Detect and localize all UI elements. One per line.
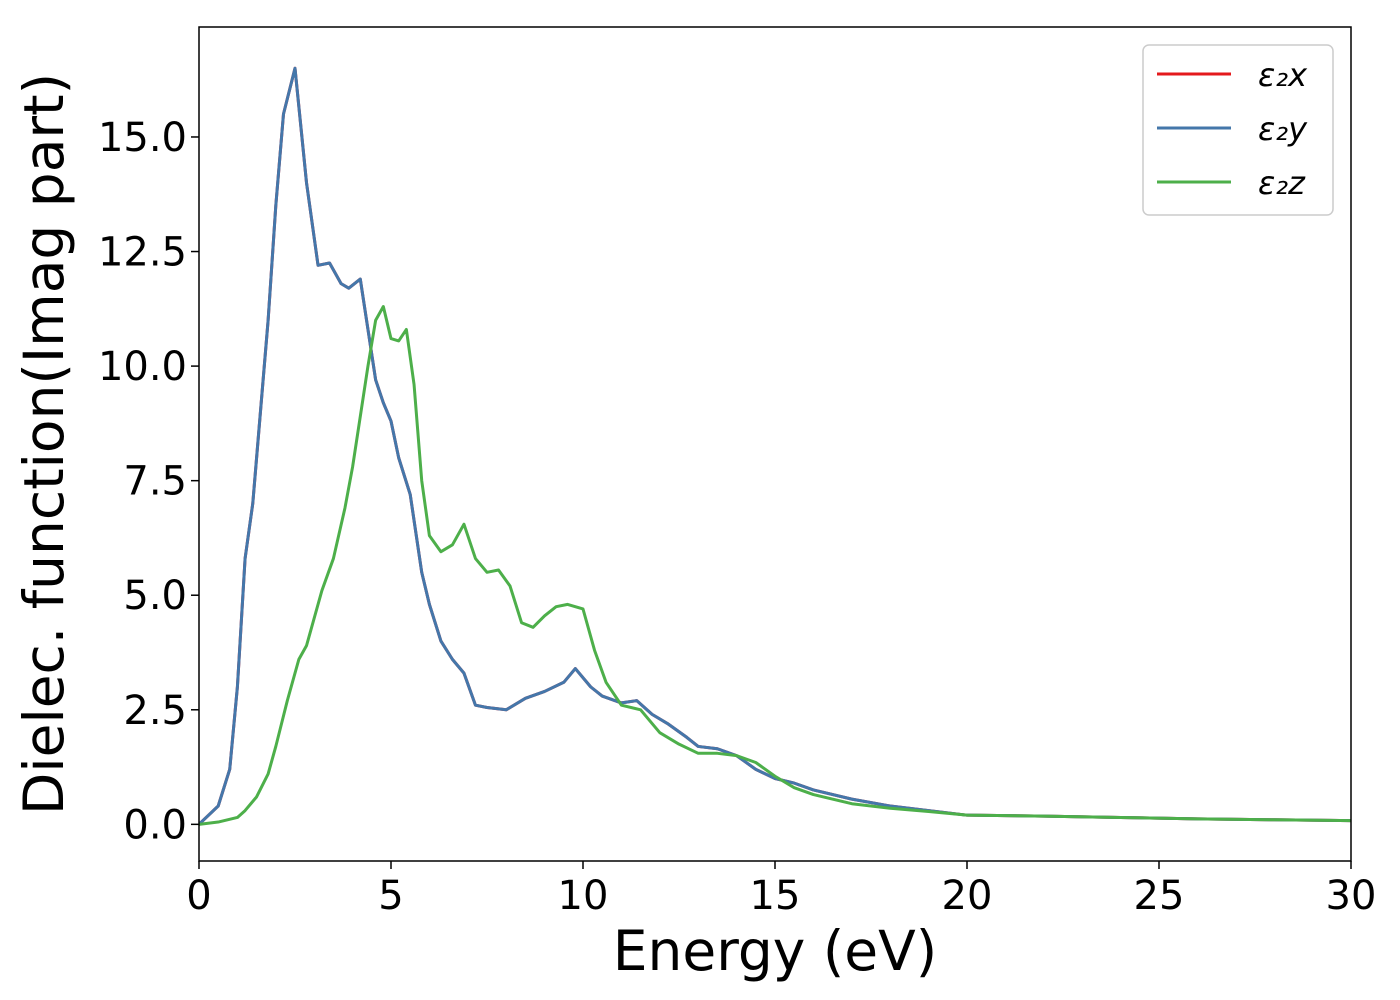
y-tick-label: 10.0: [98, 344, 187, 390]
x-tick-label: 5: [378, 873, 403, 919]
series-line-2: [199, 66, 1351, 826]
x-tick-label: 20: [942, 873, 993, 919]
x-tick-label: 0: [186, 873, 211, 919]
y-tick-label: 15.0: [98, 115, 187, 161]
x-tick-label: 10: [558, 873, 609, 919]
x-tick-label: 15: [750, 873, 801, 919]
x-axis-label: Energy (eV): [613, 919, 937, 983]
legend-box: [1142, 44, 1334, 216]
legend-label: ε₂z: [1258, 164, 1306, 202]
y-tick-label: 7.5: [123, 459, 187, 505]
y-axis-ticks: 0.0 2.5 5.0 7.5 10.0 12.5 15.0: [98, 115, 199, 848]
legend-label: ε₂y: [1258, 110, 1308, 148]
x-axis-ticks: 0 5 10 15 20 25 30: [186, 861, 1376, 919]
y-tick-label: 12.5: [98, 230, 187, 276]
y-tick-label: 2.5: [123, 688, 187, 734]
legend-label: ε₂x: [1258, 56, 1308, 94]
x-tick-label: 25: [1134, 873, 1185, 919]
legend: ε₂x ε₂y ε₂z: [1142, 44, 1334, 216]
y-tick-label: 0.0: [123, 802, 187, 848]
series-line-3: [199, 305, 1351, 826]
y-axis-label: Dielec. function(Imag part): [12, 73, 76, 815]
y-tick-label: 5.0: [123, 573, 187, 619]
x-tick-label: 30: [1326, 873, 1377, 919]
